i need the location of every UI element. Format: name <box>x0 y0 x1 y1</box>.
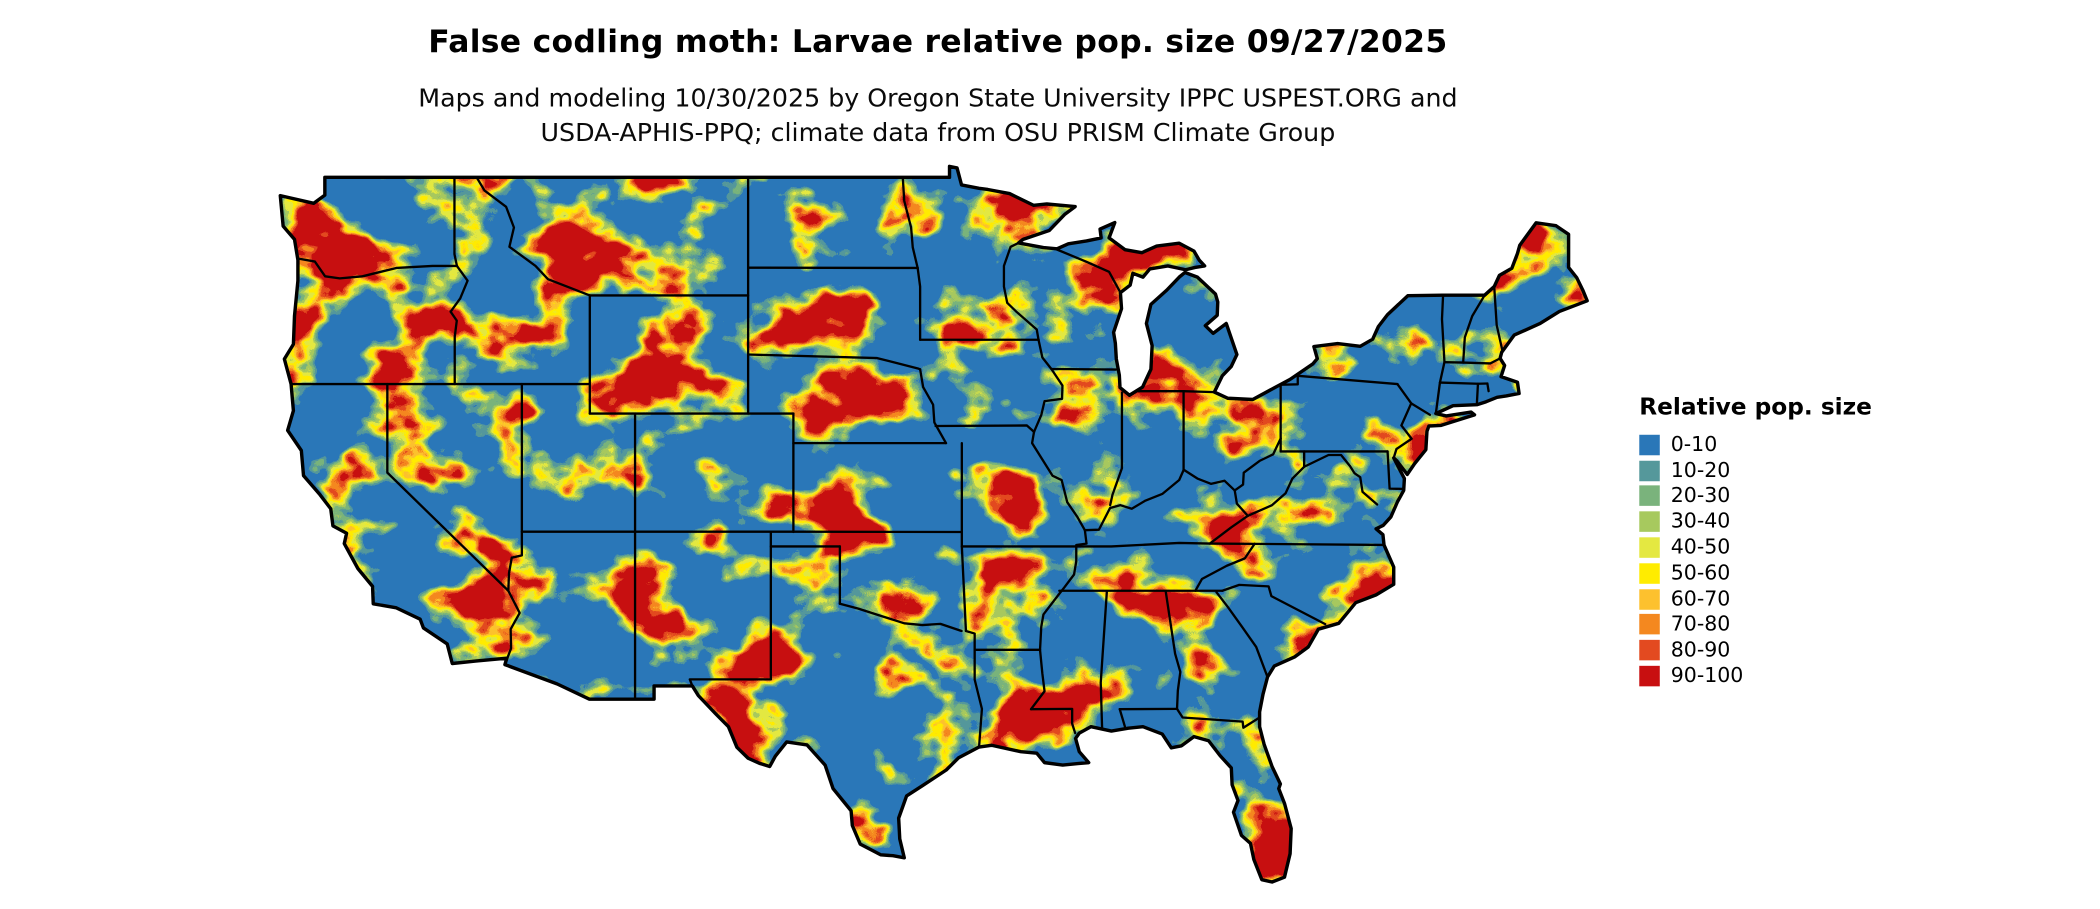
legend-item: 90-100 <box>1639 663 1872 689</box>
legend-item: 20-30 <box>1639 483 1872 509</box>
legend-item: 80-90 <box>1639 638 1872 664</box>
legend-label: 30-40 <box>1671 512 1731 533</box>
legend: Relative pop. size 0-10 10-20 20-30 30-40 40… <box>1639 394 1872 689</box>
page-title: False codling moth: Larvae relative pop.… <box>0 25 1876 61</box>
state-border <box>1138 391 1214 392</box>
state-border <box>1255 544 1384 545</box>
state-border <box>1051 369 1116 370</box>
legend-label: 10-20 <box>1671 460 1731 481</box>
legend-swatch <box>1639 512 1660 533</box>
legend-item: 50-60 <box>1639 561 1872 587</box>
legend-swatch <box>1639 435 1660 456</box>
legend-swatch <box>1639 615 1660 636</box>
map-subtitle: Maps and modeling 10/30/2025 by Oregon S… <box>0 82 1876 150</box>
legend-item: 70-80 <box>1639 612 1872 638</box>
legend-label: 90-100 <box>1671 666 1744 687</box>
us-map <box>278 164 1591 909</box>
legend-item: 0-10 <box>1639 432 1872 458</box>
state-border <box>1487 383 1488 391</box>
legend-label: 60-70 <box>1671 589 1731 610</box>
legend-title: Relative pop. size <box>1639 394 1872 421</box>
legend-label: 50-60 <box>1671 563 1731 584</box>
legend-item: 40-50 <box>1639 535 1872 561</box>
legend-item: 10-20 <box>1639 458 1872 484</box>
state-border <box>1440 383 1487 384</box>
legend-label: 70-80 <box>1671 615 1731 636</box>
legend-item: 30-40 <box>1639 509 1872 535</box>
legend-swatch <box>1639 589 1660 610</box>
legend-swatch <box>1639 666 1660 687</box>
legend-swatch <box>1639 486 1660 507</box>
legend-label: 0-10 <box>1671 435 1718 456</box>
us-map-svg <box>278 164 1591 909</box>
state-border <box>1477 384 1478 404</box>
legend-items: 0-10 10-20 20-30 30-40 40-50 50-60 60-70 70-80 8… <box>1639 432 1872 689</box>
legend-label: 40-50 <box>1671 537 1731 558</box>
subtitle-line-1: Maps and modeling 10/30/2025 by Oregon S… <box>0 82 1876 116</box>
legend-swatch <box>1639 640 1660 661</box>
legend-swatch <box>1639 460 1660 481</box>
legend-label: 80-90 <box>1671 640 1731 661</box>
legend-swatch <box>1639 563 1660 584</box>
legend-label: 20-30 <box>1671 486 1731 507</box>
subtitle-line-2: USDA-APHIS-PPQ; climate data from OSU PR… <box>0 116 1876 150</box>
legend-swatch <box>1639 537 1660 558</box>
population-raster <box>278 164 1591 909</box>
legend-item: 60-70 <box>1639 586 1872 612</box>
